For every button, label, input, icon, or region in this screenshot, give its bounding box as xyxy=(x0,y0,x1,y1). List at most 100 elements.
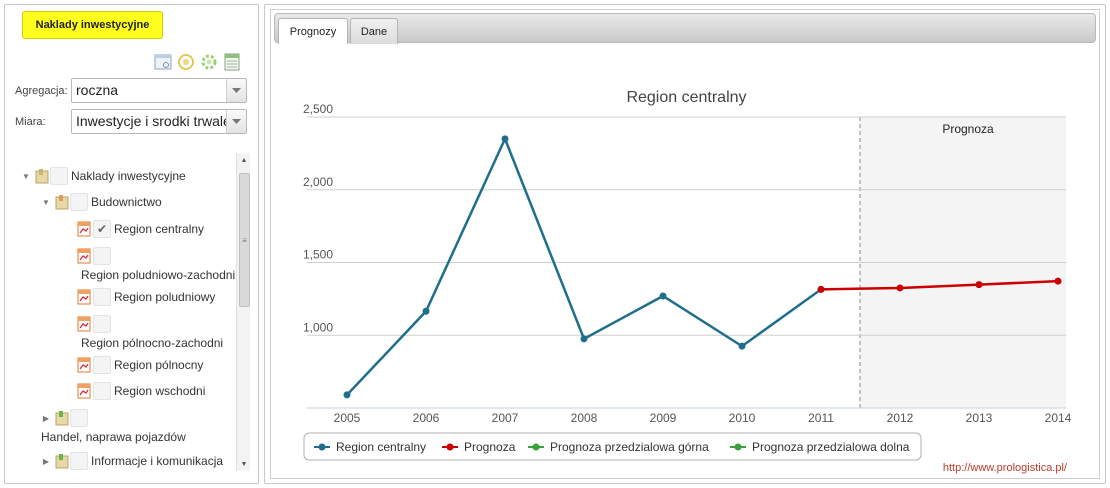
measure-select[interactable]: Inwestycje i srodki trwale xyxy=(71,109,247,134)
tab-prognozy[interactable]: Prognozy xyxy=(278,18,348,44)
toolbar xyxy=(153,52,242,72)
checkbox[interactable] xyxy=(93,315,111,333)
tree-item-region-poludniowy[interactable]: Region poludniowy xyxy=(77,288,215,306)
y-tick-label: 1,000 xyxy=(303,320,333,334)
checkbox[interactable] xyxy=(93,382,111,400)
aggregation-label: Agregacja: xyxy=(15,84,68,97)
y-tick-label: 2,500 xyxy=(303,102,333,116)
scroll-down-icon[interactable]: ▼ xyxy=(240,460,248,468)
series-line xyxy=(820,279,1059,291)
checkbox[interactable] xyxy=(93,247,111,265)
folder-icon xyxy=(55,195,69,210)
title-button[interactable]: Naklady inwestycyjne xyxy=(22,11,163,39)
x-tick-label: 2011 xyxy=(808,411,834,425)
tree-label: Naklady inwestycyjne xyxy=(71,169,186,183)
tree-item-region-wschodni[interactable]: Region wschodni xyxy=(77,382,205,400)
checkbox-checked[interactable]: ✔ xyxy=(93,220,111,238)
credit-link: http://www.prologistica.pl/ xyxy=(943,462,1068,474)
category-tree: ▼ Naklady inwestycyjne ▼ Budownictwo ✔ R… xyxy=(15,150,237,472)
chevron-down-icon[interactable] xyxy=(226,79,246,102)
data-point xyxy=(501,135,509,143)
checkbox[interactable] xyxy=(70,193,88,211)
x-tick-label: 2007 xyxy=(492,411,519,425)
forecast-annotation: Prognoza xyxy=(942,122,994,136)
x-tick-label: 2010 xyxy=(729,411,756,425)
aggregation-row: Agregacja: roczna xyxy=(15,78,247,103)
data-point xyxy=(422,307,430,315)
tree-item-region-polnocny[interactable]: Region pólnocny xyxy=(77,356,203,374)
scroll-up-icon[interactable]: ▲ xyxy=(240,156,248,164)
tab-bar: Prognozy Dane xyxy=(274,13,1096,44)
legend-box xyxy=(303,432,922,461)
aggregation-value: roczna xyxy=(76,82,119,98)
folder-icon xyxy=(55,454,69,469)
data-point xyxy=(580,335,588,343)
measure-value: Inwestycje i srodki trwale xyxy=(76,113,231,129)
settings-icon[interactable] xyxy=(199,52,219,72)
chart-report-icon xyxy=(77,221,91,237)
tree-item-region-poludniowo-zachodni[interactable] xyxy=(77,247,114,265)
tree-label: Region centralny xyxy=(114,222,205,236)
legend-marker xyxy=(318,443,326,451)
content-frame: Prognozy Dane Prognoza 1,000 1,500 2,000 2,5… xyxy=(270,9,1100,479)
data-point xyxy=(1054,277,1062,285)
window-icon[interactable] xyxy=(153,52,173,72)
legend-marker xyxy=(734,443,742,451)
x-tick-label: 2006 xyxy=(413,411,440,425)
scroll-thumb[interactable]: ≡ xyxy=(239,173,250,307)
checkbox[interactable] xyxy=(93,356,111,374)
left-panel: Naklady inwestycyjne Agregacja: roczna xyxy=(4,4,259,484)
checkbox[interactable] xyxy=(70,452,88,470)
chart-report-icon xyxy=(77,289,91,305)
legend-label: Prognoza xyxy=(464,440,516,454)
chart-area: Prognoza 1,000 1,500 2,000 2,500 2005 2006 2007… xyxy=(271,50,1101,480)
checkbox[interactable] xyxy=(50,167,68,185)
x-tick-label: 2013 xyxy=(966,411,993,425)
legend-label: Region centralny xyxy=(336,440,426,454)
folder-icon xyxy=(55,411,69,426)
expanded-arrow-icon[interactable]: ▼ xyxy=(22,171,30,181)
x-tick-label: 2005 xyxy=(334,411,361,425)
tree-label: Budownictwo xyxy=(91,195,162,209)
legend-label: Prognoza przedzialowa górna xyxy=(550,440,709,454)
legend-marker xyxy=(446,443,454,451)
measure-row: Miara: Inwestycje i srodki trwale xyxy=(15,109,247,134)
tree-node-root[interactable]: ▼ Naklady inwestycyjne xyxy=(21,167,186,185)
y-tick-label: 2,000 xyxy=(303,175,333,189)
collapsed-arrow-icon[interactable]: ▶ xyxy=(42,413,50,423)
data-point xyxy=(896,284,904,292)
data-point xyxy=(659,292,667,300)
tree-label: Region pólnocny xyxy=(114,358,204,372)
tree-label: Region wschodni xyxy=(114,384,206,398)
checkbox[interactable] xyxy=(93,288,111,306)
tree-label: Region poludniowy xyxy=(114,290,216,304)
tree-label: Region pólnocno-zachodni xyxy=(81,336,224,350)
data-point xyxy=(343,391,351,399)
x-tick-label: 2014 xyxy=(1045,411,1072,425)
chart-report-icon xyxy=(77,316,91,332)
tree-item-region-polnocno-zachodni[interactable] xyxy=(77,315,114,333)
folder-icon xyxy=(35,169,49,184)
aggregation-select[interactable]: roczna xyxy=(71,78,247,103)
chart-report-icon xyxy=(77,357,91,373)
tree-item-region-centralny[interactable]: ✔ Region centralny xyxy=(77,220,204,238)
tree-node-informacje[interactable]: ▶ Informacje i komunikacja xyxy=(41,452,223,470)
data-point xyxy=(738,342,746,350)
expanded-arrow-icon[interactable]: ▼ xyxy=(42,197,50,207)
legend-label: Prognoza przedzialowa dolna xyxy=(752,440,910,454)
tree-scrollbar[interactable]: ▲ ≡ ▼ xyxy=(236,153,250,471)
tree-node-budownictwo[interactable]: ▼ Budownictwo xyxy=(41,193,162,211)
data-point xyxy=(817,285,825,293)
collapsed-arrow-icon[interactable]: ▶ xyxy=(42,456,50,466)
refresh-icon[interactable] xyxy=(176,52,196,72)
checkbox[interactable] xyxy=(70,409,88,427)
chevron-down-icon[interactable] xyxy=(226,110,246,133)
tree-label: Informacje i komunikacja xyxy=(91,454,224,468)
chart-title: Region centralny xyxy=(626,89,746,106)
tree-node-handel[interactable]: ▶ xyxy=(41,409,91,427)
data-point xyxy=(975,281,983,289)
export-icon[interactable] xyxy=(222,52,242,72)
x-tick-label: 2009 xyxy=(650,411,677,425)
tab-dane[interactable]: Dane xyxy=(350,18,398,44)
y-tick-label: 1,500 xyxy=(303,248,333,262)
